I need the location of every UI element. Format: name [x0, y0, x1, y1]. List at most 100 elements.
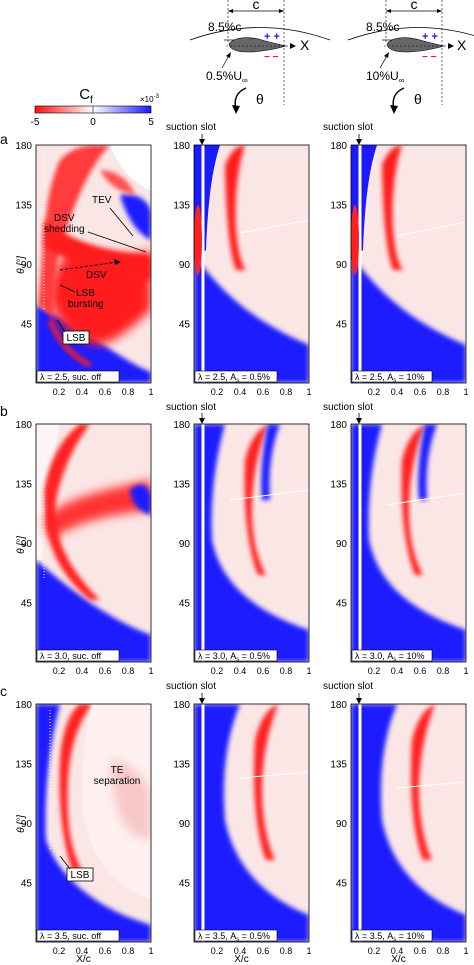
panel-caption: λ = 2.5, As = 0.5% — [198, 372, 270, 384]
y-tick-label: 45 — [336, 599, 348, 610]
annotation-lsb: LSB — [67, 333, 86, 344]
y-tick-label: 180 — [330, 420, 347, 431]
annotation-te-separation: TE separation — [94, 765, 141, 787]
y-tick-label: 90 — [21, 539, 33, 550]
x-tick-label: 0.6 — [99, 946, 112, 956]
suction-slot-label: suction slot — [166, 122, 216, 133]
x-tick-label: 0.4 — [391, 666, 404, 676]
x-axis-label: X/c — [234, 954, 248, 965]
y-tick-label: 180 — [15, 141, 32, 152]
x-tick-label: 0.8 — [122, 666, 135, 676]
y-tick-label: 45 — [21, 879, 33, 890]
x-tick-label: 0.8 — [122, 946, 135, 956]
x-tick-label: 0.2 — [211, 387, 224, 397]
panel-caption: λ = 2.5, suc. off — [40, 372, 102, 382]
y-tick-label: 135 — [15, 480, 32, 491]
x-tick-label: 1 — [306, 946, 311, 956]
y-tick-label: 180 — [330, 141, 347, 152]
colorbar-tick-min: -5 — [31, 117, 40, 128]
plus-marks: + + — [422, 31, 438, 43]
x-tick-label: 0.6 — [257, 666, 270, 676]
x-tick-label: 0.4 — [391, 387, 404, 397]
panel-b-suction-0p5: suction slot λ = 3.0, As = 0.5% — [166, 402, 310, 663]
y-axis-label-c: θ [°] — [16, 815, 27, 833]
x-axis-label: X/c — [391, 954, 405, 965]
y-tick-label: 135 — [330, 760, 347, 771]
y-tick-label: 180 — [173, 141, 190, 152]
x-tick-label: 0.6 — [414, 666, 427, 676]
theta-label: θ — [414, 91, 422, 107]
x-tick-label: 0.8 — [280, 666, 293, 676]
y-tick-label: 90 — [179, 539, 191, 550]
panel-c-suction-off: TE separation LSB λ = 3.5, suc. off — [35, 703, 152, 943]
x-tick-label: 1 — [306, 387, 311, 397]
chord-label: c — [411, 0, 418, 12]
y-tick-label: 90 — [179, 260, 191, 271]
row-letter-b: b — [0, 403, 8, 419]
y-tick-label: 135 — [15, 760, 32, 771]
suction-slot-label: suction slot — [166, 681, 216, 692]
x-tick-label: 0.8 — [280, 946, 293, 956]
colorbar-tick-max: 5 — [148, 117, 154, 128]
y-tick-label: 180 — [173, 420, 190, 431]
x-tick-label: 0.4 — [76, 666, 89, 676]
y-tick-label: 135 — [330, 201, 347, 212]
minus-marks: − − — [264, 52, 279, 63]
minus-marks: − − — [422, 52, 437, 63]
x-tick-label: 0.4 — [234, 946, 247, 956]
panel-caption: λ = 3.5, As = 10% — [355, 931, 425, 943]
panel-b-suction-10: suction slot λ = 3.0, As = 10% — [323, 402, 467, 663]
colorbar-tick-zero: 0 — [90, 117, 96, 128]
row-letter-c: c — [0, 683, 7, 699]
x-tick-label: 1 — [463, 946, 468, 956]
suction-velocity: 10%U∞ — [366, 69, 405, 85]
y-tick-label: 180 — [173, 700, 190, 711]
schematic-0p5: c 8.5%c X + + − − 0.5%U∞ θ — [189, 0, 331, 114]
x-tick-label: 0.8 — [280, 387, 293, 397]
annotation-lsb-c: LSB — [71, 870, 90, 881]
y-tick-label: 90 — [21, 260, 33, 271]
panel-caption: λ = 3.0, As = 10% — [355, 651, 425, 663]
x-tick-label: 1 — [463, 387, 468, 397]
y-tick-label: 45 — [21, 599, 33, 610]
x-tick-label: 0.2 — [368, 666, 381, 676]
x-tick-label: 0.6 — [257, 946, 270, 956]
x-tick-label: 1 — [148, 946, 153, 956]
x-tick-label: 0.2 — [211, 946, 224, 956]
y-axis-label-b: θ [°] — [16, 536, 27, 554]
axis-ticks: 180 135 90 45 0.2 0.4 0.6 0.8 1 180 135 90 45 0.2 0.4 0… — [15, 141, 468, 965]
panel-caption: λ = 3.0, suc. off — [40, 651, 102, 661]
y-tick-label: 180 — [15, 700, 32, 711]
x-tick-label: 0.2 — [211, 666, 224, 676]
theta-label: θ — [256, 91, 264, 107]
x-tick-label: 0.2 — [53, 666, 66, 676]
suction-slot-label: suction slot — [323, 122, 373, 133]
x-tick-label: 0.4 — [391, 946, 404, 956]
y-tick-label: 45 — [179, 599, 191, 610]
x-tick-label: 0.6 — [257, 387, 270, 397]
y-tick-label: 90 — [21, 819, 33, 830]
axis-x-label: X — [457, 37, 467, 53]
x-tick-label: 0.8 — [122, 387, 135, 397]
panel-a-suction-10: suction slot λ = 2.5, As = 10% — [323, 122, 467, 384]
suction-slot-label: suction slot — [323, 681, 373, 692]
x-tick-label: 0.4 — [76, 387, 89, 397]
y-tick-label: 135 — [173, 760, 190, 771]
schematic-10: c 8.5%c X + + − − 10%U∞ θ — [347, 0, 474, 114]
x-tick-label: 0.2 — [53, 946, 66, 956]
x-tick-label: 0.4 — [76, 946, 89, 956]
offset-label: 8.5%c — [366, 20, 399, 34]
chord-label: c — [253, 0, 260, 12]
x-tick-label: 1 — [463, 666, 468, 676]
colorbar: Cf ×10-3 -5 0 5 — [31, 86, 160, 128]
x-tick-label: 0.6 — [99, 666, 112, 676]
x-tick-label: 0.2 — [368, 387, 381, 397]
y-tick-label: 45 — [21, 320, 33, 331]
suction-velocity: 0.5%U∞ — [206, 69, 248, 85]
y-tick-label: 135 — [173, 201, 190, 212]
axis-x-label: X — [300, 37, 310, 53]
annotation-lsb-bursting: LSB bursting — [68, 288, 104, 310]
x-tick-label: 0.8 — [437, 387, 450, 397]
y-tick-label: 180 — [330, 700, 347, 711]
